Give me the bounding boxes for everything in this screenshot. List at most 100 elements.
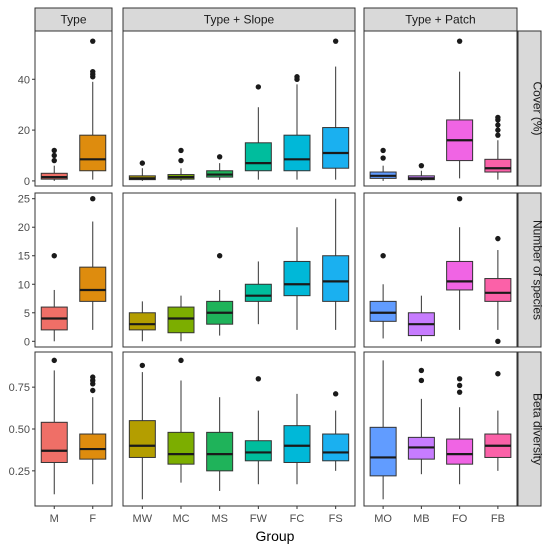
outlier-point	[178, 357, 184, 364]
outlier-point	[456, 196, 463, 202]
box-MC	[167, 295, 195, 342]
x-tick-label: FW	[250, 513, 268, 525]
facet-strip-label: Type + Patch	[405, 13, 475, 27]
outlier-point	[51, 147, 57, 154]
x-tick-label: FB	[491, 513, 505, 525]
box-MB	[407, 295, 435, 342]
outlier-point	[495, 132, 501, 138]
box-F	[79, 374, 107, 485]
box-MO	[369, 253, 397, 339]
panel-1-2	[363, 192, 518, 348]
panel-1-1	[122, 192, 356, 348]
box-FB	[484, 235, 512, 344]
outlier-point	[456, 389, 463, 395]
box-iqr	[283, 425, 311, 463]
y-tick-label: 5	[24, 308, 30, 320]
box-iqr	[446, 260, 474, 291]
y-tick-label: 0	[24, 176, 30, 188]
box-MO	[369, 147, 397, 181]
panel-1-0	[34, 192, 113, 348]
y-tick-label: 10	[18, 279, 30, 291]
outlier-point	[139, 362, 146, 369]
outlier-point	[332, 38, 339, 44]
outlier-point	[456, 38, 463, 44]
outlier-point	[90, 196, 96, 202]
outlier-point	[495, 122, 501, 128]
outlier-point	[90, 38, 96, 44]
box-MC	[167, 147, 195, 181]
x-tick-label: MO	[374, 513, 392, 525]
box-iqr	[167, 431, 195, 465]
box-iqr	[283, 260, 311, 297]
outlier-point	[495, 114, 501, 121]
outlier-point	[51, 157, 57, 164]
panel-2-2	[363, 351, 518, 507]
outlier-point	[418, 162, 425, 169]
box-MW	[128, 301, 156, 342]
panel-border	[363, 351, 518, 507]
panel-border	[363, 192, 518, 348]
x-tick-label: FS	[329, 513, 343, 525]
box-iqr	[79, 266, 107, 302]
box-FO	[446, 196, 474, 330]
outlier-point	[380, 155, 386, 161]
panel-0-2	[363, 30, 518, 187]
x-tick-label: MB	[413, 513, 430, 525]
box-iqr	[322, 255, 350, 302]
box-FO	[446, 38, 474, 179]
box-iqr	[369, 300, 397, 322]
outlier-point	[216, 253, 223, 259]
outlier-point	[178, 147, 184, 154]
row-strip-label: Number of species	[531, 220, 545, 320]
box-MS	[206, 397, 234, 491]
x-axis-title: Group	[256, 528, 295, 544]
box-MO	[369, 360, 397, 500]
panel-border	[34, 30, 113, 187]
box-M	[40, 253, 68, 342]
box-iqr	[484, 158, 512, 173]
box-FC	[283, 74, 311, 180]
outlier-point	[332, 391, 339, 397]
panel-border	[122, 351, 356, 507]
box-iqr	[322, 433, 350, 462]
outlier-point	[495, 371, 501, 377]
outlier-point	[294, 74, 300, 80]
y-tick-label: 0	[24, 336, 30, 348]
panel-0-0	[34, 30, 113, 187]
box-iqr	[167, 306, 195, 334]
box-FB	[484, 114, 512, 180]
outlier-point	[178, 157, 184, 164]
outlier-point	[90, 374, 96, 380]
box-FB	[484, 371, 512, 471]
outlier-point	[51, 152, 57, 159]
panel-2-1	[122, 351, 356, 507]
y-tick-label: 20	[18, 125, 30, 137]
box-iqr	[79, 134, 107, 172]
box-FW	[244, 376, 272, 485]
y-tick-label: 40	[18, 74, 30, 86]
x-tick-label: FC	[290, 513, 305, 525]
box-FO	[446, 376, 474, 485]
y-tick-label: 25	[18, 194, 30, 206]
outlier-point	[456, 382, 463, 389]
outlier-point	[51, 253, 57, 259]
panel-border	[363, 30, 518, 187]
outlier-point	[255, 84, 262, 90]
row-strip-label: Beta diversity	[531, 393, 545, 465]
box-FW	[244, 84, 272, 180]
outlier-point	[90, 68, 96, 75]
box-FC	[283, 393, 311, 485]
x-tick-label: F	[89, 513, 96, 525]
box-MS	[206, 253, 234, 336]
box-FW	[244, 261, 272, 325]
box-iqr	[322, 127, 350, 169]
box-MS	[206, 154, 234, 181]
outlier-point	[380, 253, 386, 259]
box-M	[40, 357, 68, 495]
box-FS	[322, 391, 350, 471]
x-tick-label: MC	[172, 513, 189, 525]
outlier-point	[380, 147, 386, 154]
outlier-point	[495, 235, 501, 242]
box-MW	[128, 362, 156, 500]
